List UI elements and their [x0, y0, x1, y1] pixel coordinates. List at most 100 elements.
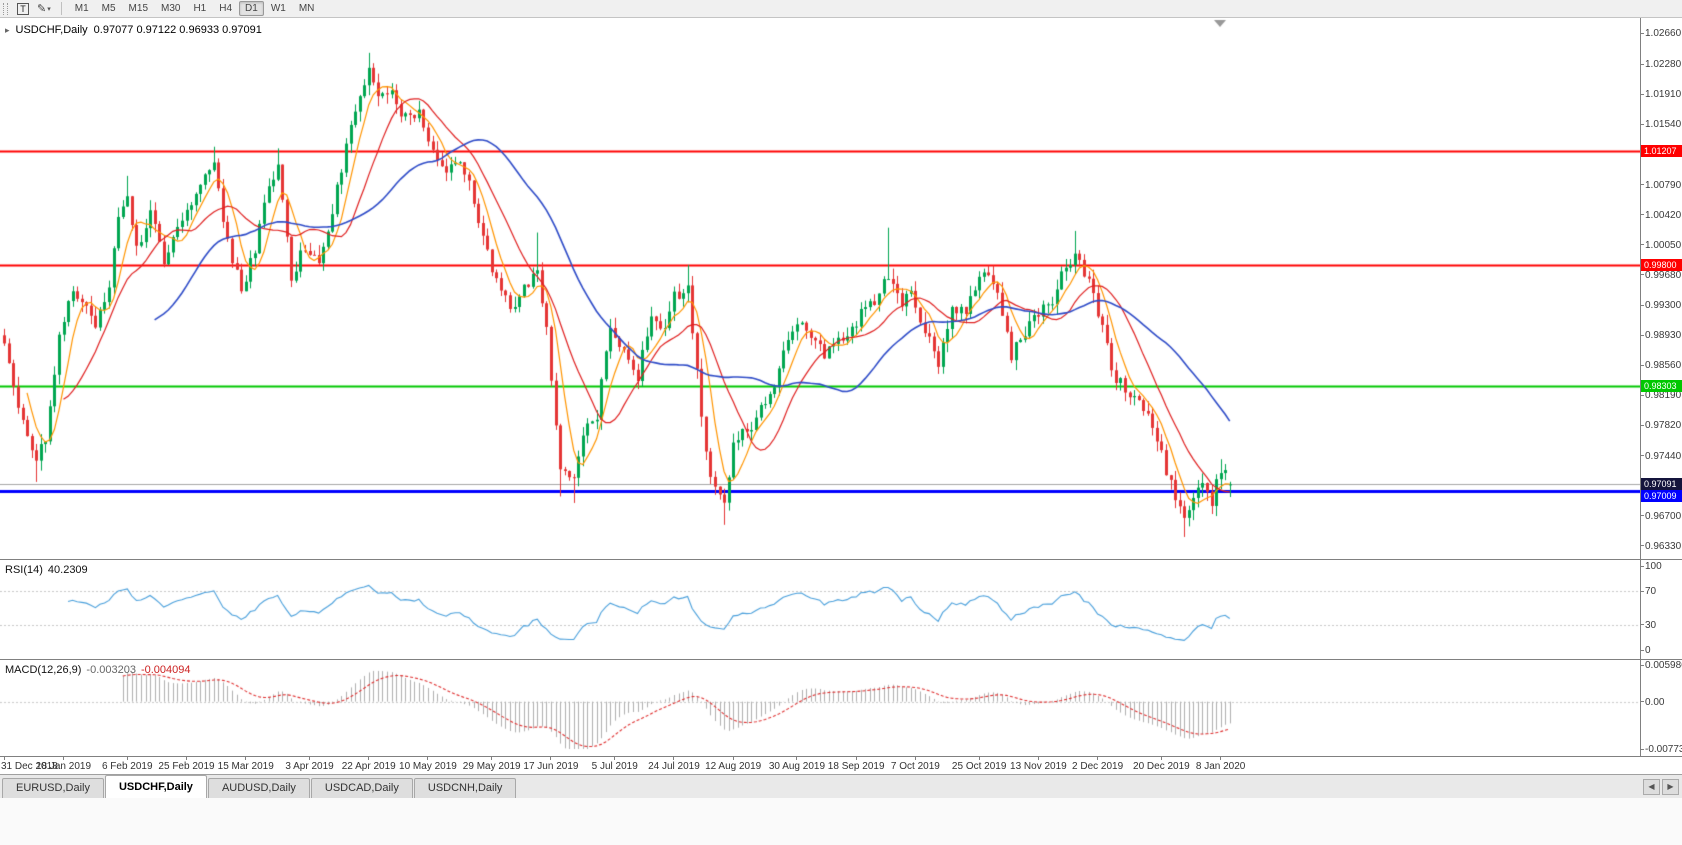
- pen-icon: ✎: [37, 2, 47, 15]
- date-axis-tick: [914, 757, 916, 760]
- date-axis-label: 25 Feb 2019: [158, 761, 215, 772]
- rsi-name: RSI(14): [5, 564, 43, 576]
- price-axis-tick: [1641, 455, 1644, 457]
- chart-tab-usdchf[interactable]: USDCHF,Daily: [104, 775, 207, 798]
- price-axis-tick: [1641, 545, 1644, 547]
- chart-ohlc-values: 0.97077 0.97122 0.96933 0.97091: [93, 24, 262, 36]
- date-axis-label: 18 Jan 2019: [35, 761, 92, 772]
- date-axis-label: 12 Aug 2019: [705, 761, 762, 772]
- date-axis-tick: [368, 757, 370, 760]
- date-axis-tick: [978, 757, 980, 760]
- chart-tab-usdcnh[interactable]: USDCNH,Daily: [413, 778, 517, 798]
- timeframe-button-h1[interactable]: H1: [187, 1, 212, 16]
- date-axis-label: 15 Mar 2019: [217, 761, 274, 772]
- price-axis-label: 1.00790: [1645, 179, 1682, 191]
- date-axis-label: 7 Oct 2019: [890, 761, 940, 772]
- macd-axis-tick: [1641, 701, 1644, 703]
- pane-separator[interactable]: [0, 559, 1682, 560]
- chart-symbol-period: USDCHF,Daily: [15, 24, 88, 36]
- date-axis-label: 18 Sep 2019: [827, 761, 885, 772]
- date-axis-tick: [3, 757, 5, 760]
- date-axis-tick: [855, 757, 857, 760]
- timeframe-button-mn[interactable]: MN: [293, 1, 321, 16]
- price-axis-label: 1.02660: [1645, 28, 1682, 40]
- date-axis-label: 30 Aug 2019: [768, 761, 826, 772]
- chart-tab-eurusd[interactable]: EURUSD,Daily: [2, 778, 104, 798]
- timeframe-button-w1[interactable]: W1: [265, 1, 292, 16]
- chart-tab-audusd[interactable]: AUDUSD,Daily: [207, 778, 310, 798]
- macd-axis-tick: [1641, 748, 1644, 750]
- price-axis-tick: [1641, 424, 1644, 426]
- chart-title: ▸ USDCHF,Daily 0.97077 0.97122 0.96933 0…: [5, 24, 262, 36]
- price-axis-label: 1.01910: [1645, 89, 1682, 101]
- date-axis-label: 3 Apr 2019: [285, 761, 334, 772]
- timeframe-button-m1[interactable]: M1: [69, 1, 95, 16]
- chart-region: ▸ USDCHF,Daily 0.97077 0.97122 0.96933 0…: [0, 18, 1682, 756]
- chart-template-button[interactable]: T: [14, 1, 32, 17]
- date-axis-label: 25 Oct 2019: [951, 761, 1007, 772]
- date-axis-tick: [491, 757, 493, 760]
- price-axis-label: 1.00420: [1645, 209, 1682, 221]
- rsi-axis-tick: [1641, 590, 1644, 592]
- date-axis-tick: [126, 757, 128, 760]
- price-line-label: 0.97009: [1641, 490, 1682, 503]
- date-axis-tick: [1160, 757, 1162, 760]
- date-axis-tick: [1220, 757, 1222, 760]
- macd-indicator-label: MACD(12,26,9) -0.003203 -0.004094: [5, 664, 191, 676]
- price-axis-label: 1.02280: [1645, 59, 1682, 71]
- price-axis-tick: [1641, 394, 1644, 396]
- price-axis-tick: [1641, 93, 1644, 95]
- chart-tab-bar: EURUSD,Daily USDCHF,Daily AUDUSD,Daily USDC…: [0, 774, 1682, 798]
- price-axis-label: 0.97820: [1645, 420, 1682, 432]
- price-axis-tick: [1641, 274, 1644, 276]
- timeframe-button-h4[interactable]: H4: [213, 1, 238, 16]
- timeframe-button-m15[interactable]: M15: [123, 1, 154, 16]
- macd-axis-label: -0.007733: [1645, 744, 1682, 755]
- price-axis-tick: [1641, 32, 1644, 34]
- toolbar-grip[interactable]: [3, 2, 8, 15]
- rsi-indicator-label: RSI(14) 40.2309: [5, 564, 88, 576]
- one-click-trading-arrow[interactable]: ▸: [5, 24, 10, 35]
- chart-template-icon: T: [17, 2, 29, 15]
- tab-scroll-right-button[interactable]: ▶: [1662, 779, 1679, 795]
- price-axis-tick: [1641, 334, 1644, 336]
- price-line-label: 0.98303: [1641, 380, 1682, 393]
- cursor-tool-button[interactable]: ✎ ▾: [34, 1, 54, 17]
- tab-scroll-left-button[interactable]: ◀: [1643, 779, 1660, 795]
- date-axis-tick: [732, 757, 734, 760]
- timeframe-button-d1[interactable]: D1: [239, 1, 264, 16]
- rsi-axis-label: 0: [1645, 645, 1651, 656]
- price-axis-label: 0.99300: [1645, 300, 1682, 312]
- chart-tab-usdcad[interactable]: USDCAD,Daily: [310, 778, 413, 798]
- price-axis-tick: [1641, 515, 1644, 517]
- timeframe-button-m30[interactable]: M30: [155, 1, 186, 16]
- date-axis-label: 6 Feb 2019: [101, 761, 153, 772]
- macd-axis-label: 0.00: [1645, 696, 1665, 708]
- price-axis-label: 0.98560: [1645, 360, 1682, 372]
- pane-separator[interactable]: [0, 659, 1682, 660]
- main-toolbar: T ✎ ▾ M1 M5 M15 M30 H1 H4 D1 W1 MN: [0, 0, 1682, 18]
- price-axis-label: 0.97440: [1645, 450, 1682, 462]
- price-axis-tick: [1641, 214, 1644, 216]
- date-axis-label: 24 Jul 2019: [648, 761, 700, 772]
- price-axis-label: 0.96330: [1645, 540, 1682, 552]
- date-axis-tick: [550, 757, 552, 760]
- time-scale[interactable]: 31 Dec 2018 18 Jan 2019 6 Feb 2019 25 Feb 2…: [0, 756, 1682, 774]
- timeframe-buttons: M1 M5 M15 M30 H1 H4 D1 W1 MN: [69, 1, 321, 16]
- date-axis-tick: [63, 757, 64, 760]
- price-chart-canvas[interactable]: [0, 18, 1640, 756]
- macd-name: MACD(12,26,9): [5, 664, 82, 676]
- price-axis-label: 0.96700: [1645, 510, 1682, 522]
- price-axis-tick: [1641, 244, 1644, 246]
- price-axis-tick: [1641, 364, 1644, 366]
- chart-tab-strip: EURUSD,Daily USDCHF,Daily AUDUSD,Daily USDC…: [0, 774, 517, 798]
- rsi-value: 40.2309: [47, 564, 88, 576]
- date-axis-tick: [1037, 757, 1039, 760]
- price-axis-tick: [1641, 63, 1644, 65]
- price-scale[interactable]: 1.02660 1.02280 1.01910 1.01540 1.00790 1.004…: [1640, 18, 1682, 756]
- date-axis-label: 29 May 2019: [462, 761, 521, 772]
- toolbar-separator: [60, 2, 62, 15]
- price-axis-label: 1.00050: [1645, 239, 1682, 251]
- timeframe-button-m5[interactable]: M5: [96, 1, 122, 16]
